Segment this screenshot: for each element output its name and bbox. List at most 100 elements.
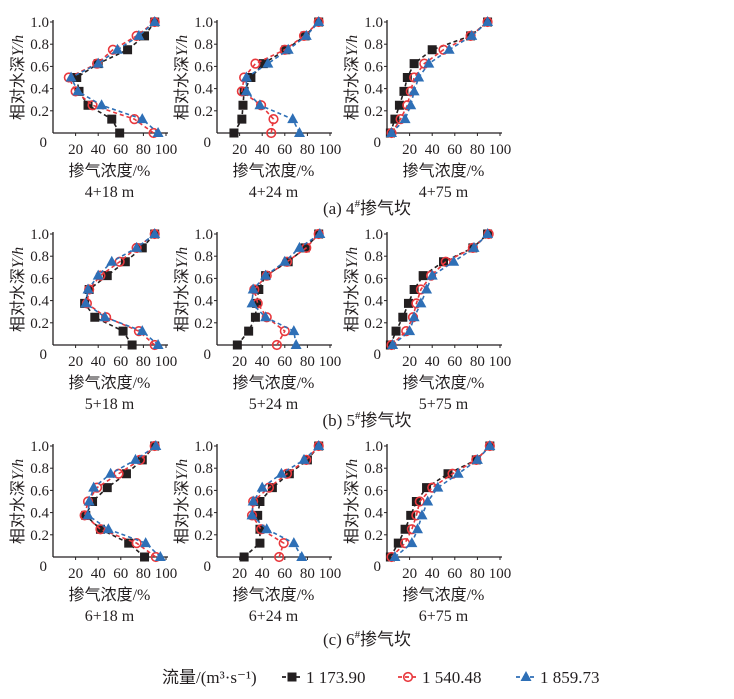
y-tick-label: 0.8 — [194, 249, 213, 265]
y-tick-label: 1.0 — [30, 227, 49, 243]
x-tick-label: 20 — [402, 142, 417, 158]
data-point — [314, 228, 326, 238]
y-tick-label: 0.4 — [364, 82, 383, 98]
panel-title: 6+75 m — [419, 608, 469, 625]
y-tick-label: 0.2 — [30, 316, 49, 332]
x-axis-label: 掺气浓度/% — [69, 586, 151, 604]
x-tick-label: 80 — [136, 142, 151, 158]
data-point — [404, 325, 416, 336]
data-point — [232, 340, 242, 350]
data-point — [114, 256, 125, 267]
data-point — [247, 283, 259, 294]
data-point — [288, 325, 300, 336]
data-point — [313, 16, 325, 26]
data-point — [300, 29, 312, 40]
y-tick-label: 0.8 — [194, 461, 213, 477]
data-point — [399, 86, 409, 96]
panel-title: 4+24 m — [249, 184, 299, 201]
x-tick-label: 40 — [91, 142, 106, 158]
data-point — [80, 297, 92, 308]
data-point — [136, 113, 148, 124]
y-tick-label: 0.6 — [30, 483, 49, 499]
data-point — [152, 339, 164, 349]
y-axis-label-text: 相对水深 — [9, 56, 27, 120]
data-point — [398, 312, 408, 322]
data-point — [252, 298, 262, 308]
y-axis-label: 相对水深Y/h — [9, 35, 27, 120]
data-point — [418, 271, 428, 281]
y-axis-label-text: 相对水深 — [343, 56, 361, 120]
data-point — [133, 29, 145, 40]
x-tick-label: 60 — [277, 354, 292, 370]
group-caption-post: 掺气坎 — [360, 199, 411, 218]
y-tick-label: 0 — [204, 135, 212, 151]
y-tick-label: 0 — [204, 347, 212, 363]
series-line-0 — [84, 445, 156, 558]
data-point — [422, 495, 434, 506]
data-point — [391, 326, 401, 336]
x-tick-label: 20 — [68, 354, 83, 370]
data-point — [268, 114, 279, 125]
data-point — [394, 100, 404, 110]
data-point — [240, 71, 252, 82]
x-tick-label: 60 — [113, 566, 128, 582]
data-point — [287, 113, 299, 124]
y-tick-label: 0.2 — [30, 104, 49, 120]
data-point — [484, 440, 496, 450]
data-point — [403, 298, 413, 308]
data-point — [105, 467, 117, 478]
data-point — [129, 114, 140, 125]
data-point — [466, 29, 478, 40]
y-axis-label-text: 相对水深 — [173, 480, 191, 544]
y-tick-label: 0.2 — [364, 528, 383, 544]
x-tick-label: 60 — [277, 142, 292, 158]
y-tick-label: 1.0 — [194, 15, 213, 31]
legend-label: 1 173.90 — [306, 668, 366, 687]
data-point — [439, 257, 448, 267]
data-point — [102, 483, 112, 493]
x-tick-label: 40 — [425, 566, 440, 582]
data-point — [386, 127, 398, 137]
y-tick-label: 0.8 — [364, 37, 383, 53]
y-axis-label: 相对水深Y/h — [343, 247, 361, 332]
series-line-2 — [87, 445, 161, 558]
data-point — [137, 243, 147, 253]
y-axis-label-text: 相对水深 — [9, 480, 27, 544]
data-point — [275, 467, 287, 478]
data-point — [443, 43, 455, 54]
legend-title: 流量/(m³·s⁻¹) — [162, 668, 257, 687]
group-caption-sup: # — [355, 410, 361, 422]
data-point — [240, 85, 252, 96]
data-point — [83, 495, 95, 506]
x-tick-label: 40 — [255, 354, 270, 370]
group-caption-post: 掺气坎 — [360, 630, 411, 649]
y-tick-label: 0.4 — [30, 82, 49, 98]
x-axis-label: 掺气浓度/% — [69, 374, 151, 392]
y-tick-label: 0.8 — [30, 461, 49, 477]
x-tick-label: 80 — [136, 354, 151, 370]
data-point — [107, 114, 117, 124]
legend-label: 1 540.48 — [422, 668, 482, 687]
x-tick-label: 20 — [232, 142, 247, 158]
y-tick-label: 0.2 — [194, 528, 213, 544]
x-axis-label: 掺气浓度/% — [233, 162, 315, 180]
data-point — [87, 100, 98, 111]
y-tick-label: 0.4 — [364, 294, 383, 310]
data-point — [246, 297, 258, 308]
y-axis-label-text: 相对水深 — [343, 268, 361, 332]
y-tick-label: 0.4 — [364, 506, 383, 522]
panel-4-24-: 0 0.2 0.4 0.6 0.8 1.0 20 40 60 80 100 相对水深Y/h 掺气浓度/%… — [173, 15, 341, 201]
x-tick-label: 100 — [155, 142, 178, 158]
x-axis-label: 掺气浓度/% — [69, 162, 151, 180]
data-point — [274, 551, 285, 563]
data-point — [229, 128, 239, 138]
y-tick-label: 0 — [40, 559, 48, 575]
x-tick-label: 40 — [425, 142, 440, 158]
y-axis-label: 相对水深Y/h — [343, 35, 361, 120]
group-caption-post: 掺气坎 — [361, 411, 412, 430]
data-point — [102, 271, 112, 281]
data-point — [448, 255, 460, 266]
data-point — [95, 524, 106, 535]
data-point — [284, 469, 294, 479]
y-tick-label: 0.8 — [194, 37, 213, 53]
